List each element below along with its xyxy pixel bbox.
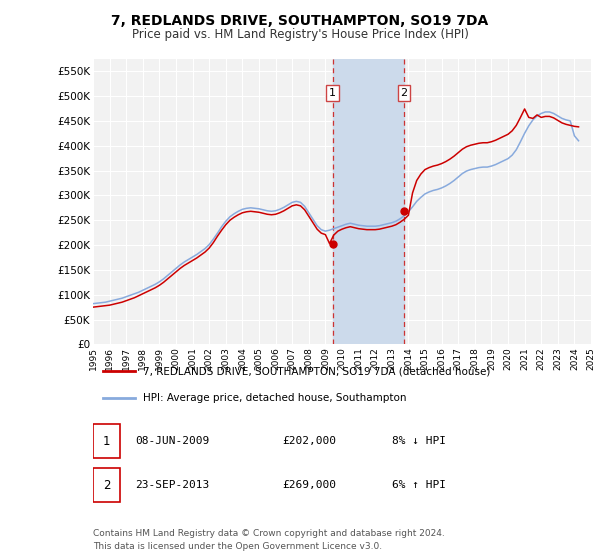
Text: Price paid vs. HM Land Registry's House Price Index (HPI): Price paid vs. HM Land Registry's House … <box>131 28 469 41</box>
FancyBboxPatch shape <box>93 424 121 458</box>
Text: 23-SEP-2013: 23-SEP-2013 <box>136 480 209 491</box>
Text: Contains HM Land Registry data © Crown copyright and database right 2024.
This d: Contains HM Land Registry data © Crown c… <box>93 529 445 552</box>
Text: 6% ↑ HPI: 6% ↑ HPI <box>392 480 446 491</box>
Text: 1: 1 <box>329 88 336 98</box>
Text: 2: 2 <box>400 88 407 98</box>
Text: 08-JUN-2009: 08-JUN-2009 <box>136 436 209 446</box>
Text: 7, REDLANDS DRIVE, SOUTHAMPTON, SO19 7DA: 7, REDLANDS DRIVE, SOUTHAMPTON, SO19 7DA <box>112 14 488 28</box>
Text: £202,000: £202,000 <box>282 436 336 446</box>
Text: £269,000: £269,000 <box>282 480 336 491</box>
FancyBboxPatch shape <box>93 468 121 502</box>
Text: 2: 2 <box>103 479 110 492</box>
Bar <box>333 59 404 344</box>
Text: 1: 1 <box>103 435 110 447</box>
Text: HPI: Average price, detached house, Southampton: HPI: Average price, detached house, Sout… <box>143 393 406 403</box>
Text: 8% ↓ HPI: 8% ↓ HPI <box>392 436 446 446</box>
Text: 7, REDLANDS DRIVE, SOUTHAMPTON, SO19 7DA (detached house): 7, REDLANDS DRIVE, SOUTHAMPTON, SO19 7DA… <box>143 366 490 376</box>
